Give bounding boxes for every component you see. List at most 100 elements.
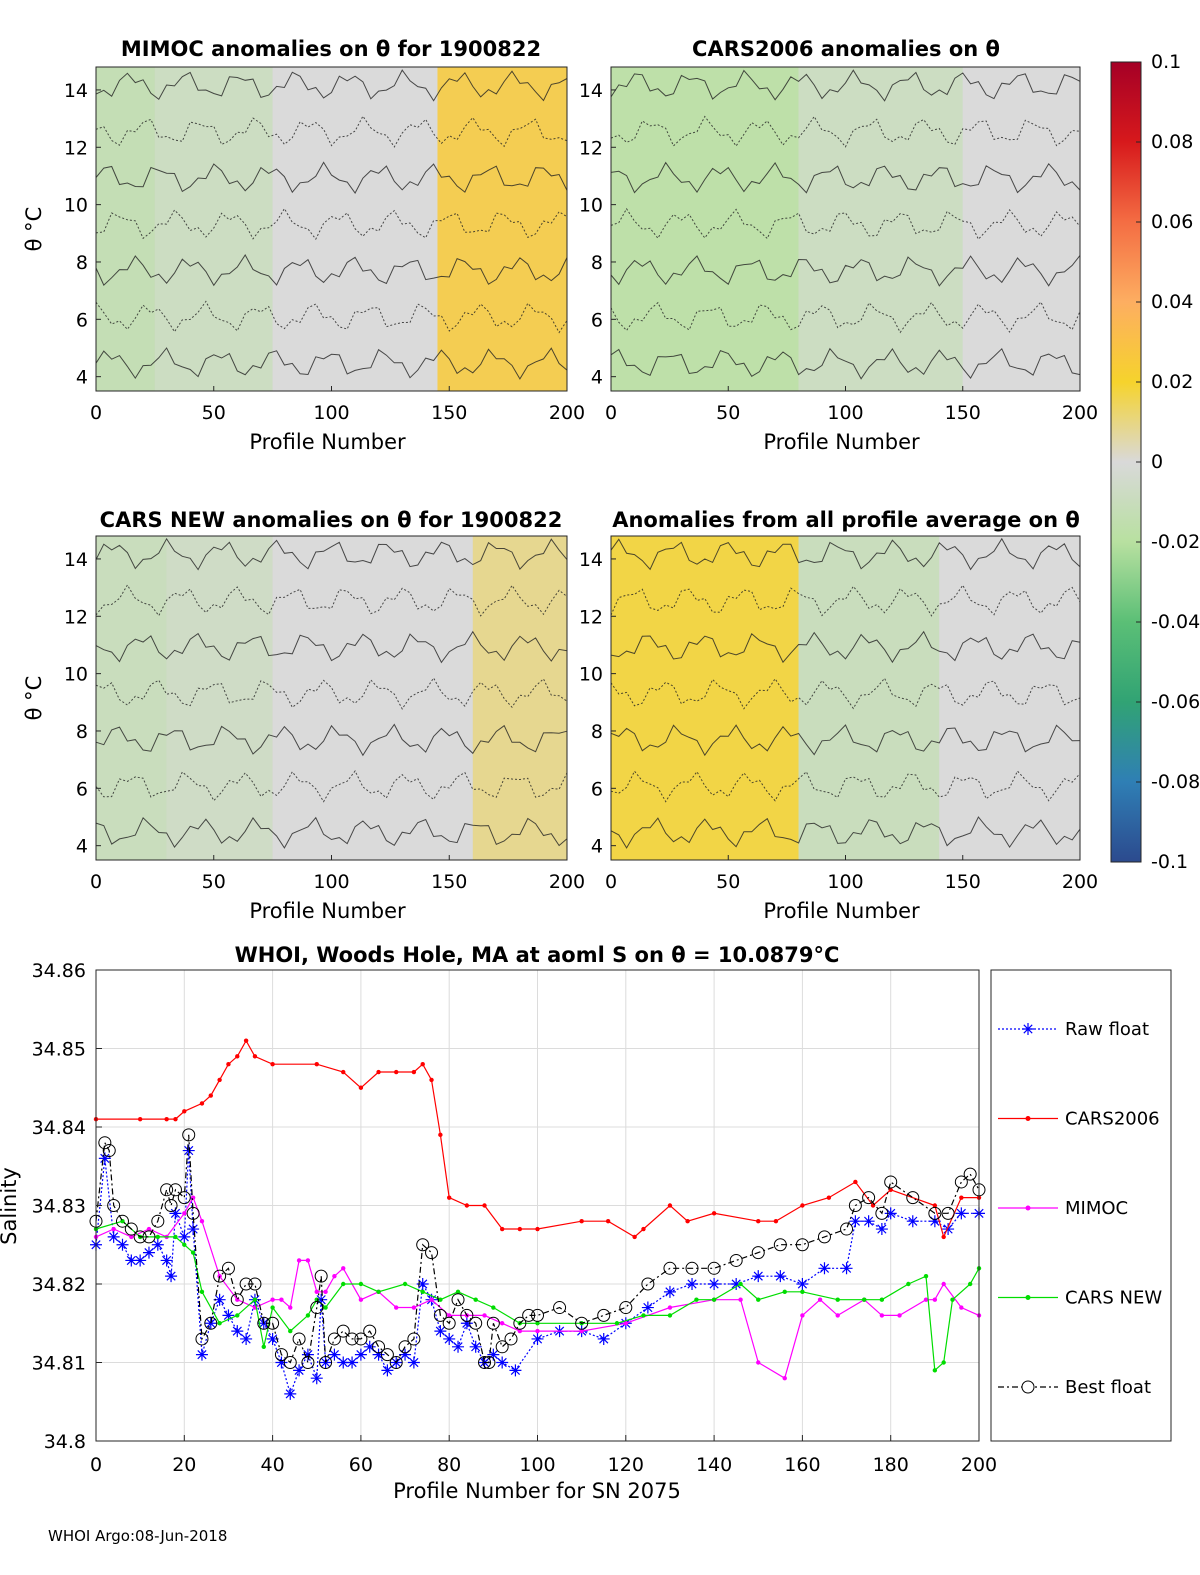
data-point (107, 1230, 120, 1243)
data-point (98, 1152, 111, 1165)
x-tick-label: 120 (608, 1454, 644, 1476)
chart-title: WHOI, Woods Hole, MA at aoml S on θ = 10… (235, 943, 840, 967)
x-tick-label: 50 (202, 402, 226, 424)
data-point (270, 1062, 275, 1067)
data-point (517, 1328, 523, 1334)
data-point (323, 1305, 328, 1310)
contour-line-4 (610, 677, 1081, 710)
x-tick-label: 150 (945, 402, 981, 424)
series-cars-new (93, 1219, 982, 1373)
contour-line-3 (610, 255, 1081, 287)
data-point (817, 1230, 831, 1244)
y-tick-label: 12 (579, 606, 603, 628)
data-point (711, 1297, 717, 1302)
data-point (473, 1297, 478, 1302)
data-point (685, 1219, 690, 1224)
data-point (195, 1348, 208, 1361)
data-point (111, 1226, 116, 1232)
y-axis-label: θ °C (22, 207, 46, 252)
x-axis-label: Profile Number for SN 2075 (393, 1479, 681, 1503)
x-axis-label: Profile Number (249, 430, 406, 454)
data-point (641, 1313, 646, 1318)
data-point (752, 1270, 765, 1283)
data-point (941, 1206, 955, 1220)
heatmap-cell-1 (96, 536, 167, 860)
data-point (796, 1278, 809, 1290)
data-point (252, 1054, 258, 1059)
data-point (504, 1332, 518, 1346)
y-tick-label: 12 (64, 606, 88, 628)
data-point (336, 1324, 350, 1338)
x-tick-label: 50 (202, 871, 226, 893)
contour-line-5 (95, 630, 568, 664)
colorbar: 0.1 0.08 0.06 0.04 0.02 0 -0.02 -0.04 -0.06 -0.08… (1110, 51, 1200, 873)
data-point (319, 1356, 333, 1369)
data-point (862, 1191, 876, 1205)
data-point (178, 1230, 191, 1243)
data-point (429, 1297, 434, 1302)
data-point (447, 1195, 452, 1200)
data-point (98, 1136, 112, 1150)
data-point (884, 1207, 897, 1220)
heatmap-cell-3 (272, 536, 473, 860)
data-point (305, 1258, 311, 1263)
data-point (363, 1340, 376, 1353)
data-point (252, 1297, 258, 1302)
data-point (875, 1206, 889, 1220)
y-tick-label: 14 (579, 549, 603, 571)
data-point (173, 1116, 178, 1122)
data-point (341, 1281, 346, 1287)
data-point (411, 1305, 417, 1310)
data-point (376, 1069, 381, 1075)
legend-label: Raw float (1065, 1019, 1149, 1040)
colorbar-tick-label: 0.08 (1151, 131, 1193, 153)
legend-label: MIMOC (1065, 1198, 1128, 1219)
data-point (941, 1360, 946, 1365)
data-point (443, 1332, 456, 1345)
x-tick-label: 200 (1062, 871, 1098, 893)
data-point (124, 1222, 138, 1236)
data-point (685, 1261, 699, 1275)
x-tick-label: 50 (716, 871, 740, 893)
data-point (411, 1069, 417, 1075)
data-point (125, 1254, 138, 1267)
data-point (358, 1281, 364, 1287)
x-tick-label: 80 (437, 1454, 461, 1476)
y-tick-label: 6 (591, 778, 603, 800)
data-point (164, 1199, 178, 1212)
data-point (774, 1270, 787, 1283)
data-point (416, 1278, 429, 1290)
data-point (275, 1356, 288, 1369)
data-point (420, 1289, 425, 1295)
data-point (327, 1332, 341, 1346)
data-point (235, 1313, 240, 1318)
y-tick-label: 10 (64, 195, 88, 217)
data-point (240, 1332, 253, 1345)
y-tick-label: 4 (76, 367, 88, 389)
x-tick-label: 60 (349, 1454, 373, 1476)
heatmap-cell-1 (96, 67, 155, 391)
data-point (641, 1226, 646, 1232)
data-point (310, 1372, 323, 1385)
data-point (888, 1187, 893, 1193)
legend-box (990, 969, 1172, 1442)
series-line (95, 1220, 980, 1372)
data-point (182, 1144, 195, 1157)
data-point (928, 1215, 941, 1228)
data-point (495, 1340, 509, 1354)
data-point (142, 1246, 155, 1259)
data-point (694, 1297, 699, 1302)
data-point (469, 1316, 483, 1330)
y-tick-label: 8 (76, 721, 88, 743)
data-point (553, 1301, 567, 1315)
data-point (372, 1340, 386, 1354)
y-tick-label: 8 (591, 721, 603, 743)
y-tick-label: 10 (579, 195, 603, 217)
data-point (535, 1321, 540, 1326)
y-tick-label: 4 (76, 836, 88, 858)
data-point (455, 1289, 461, 1295)
heatmap-panel-1: MIMOC anomalies on θ for 1900822 0 50 100 15… (22, 37, 585, 454)
y-axis-label: Salinity (0, 1167, 21, 1245)
x-tick-label: 150 (431, 871, 467, 893)
contour-line-5 (610, 161, 1081, 194)
